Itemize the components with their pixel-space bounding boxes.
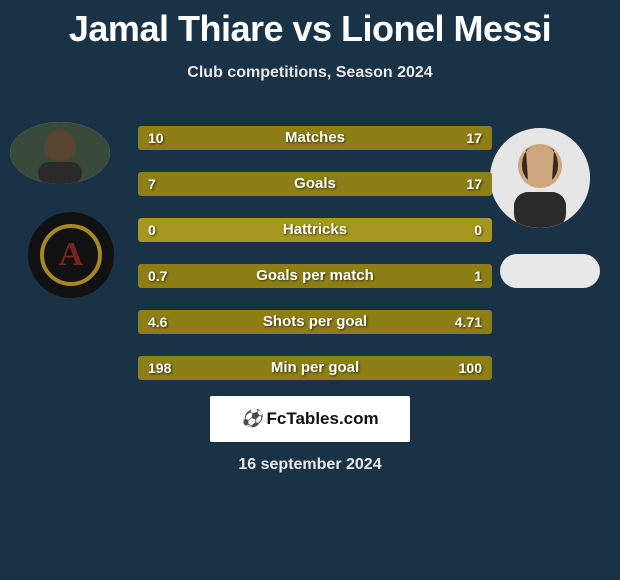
stat-row: 4.64.71Shots per goal — [138, 310, 492, 334]
player-right-avatar — [490, 128, 590, 228]
date-text: 16 september 2024 — [0, 456, 620, 474]
player-left-club-badge: A — [28, 212, 114, 298]
stat-label: Goals per match — [138, 264, 492, 288]
page-subtitle: Club competitions, Season 2024 — [0, 64, 620, 82]
stat-label: Goals — [138, 172, 492, 196]
stat-row: 198100Min per goal — [138, 356, 492, 380]
stat-label: Hattricks — [138, 218, 492, 242]
stat-row: 00Hattricks — [138, 218, 492, 242]
stat-label: Matches — [138, 126, 492, 150]
club-badge-letter: A — [59, 236, 84, 274]
player-right-club-badge — [500, 254, 600, 288]
player-left-avatar — [10, 122, 110, 184]
stat-row: 1017Matches — [138, 126, 492, 150]
stat-label: Min per goal — [138, 356, 492, 380]
brand-icon: ⚽ — [241, 409, 262, 429]
brand-badge: ⚽ FcTables.com — [210, 396, 410, 442]
comparison-bars: 1017Matches 717Goals 00Hattricks 0.71Goals … — [138, 126, 492, 380]
stat-row: 717Goals — [138, 172, 492, 196]
page-title: Jamal Thiare vs Lionel Messi — [0, 0, 620, 50]
stat-row: 0.71Goals per match — [138, 264, 492, 288]
brand-text: FcTables.com — [267, 409, 379, 429]
stat-label: Shots per goal — [138, 310, 492, 334]
